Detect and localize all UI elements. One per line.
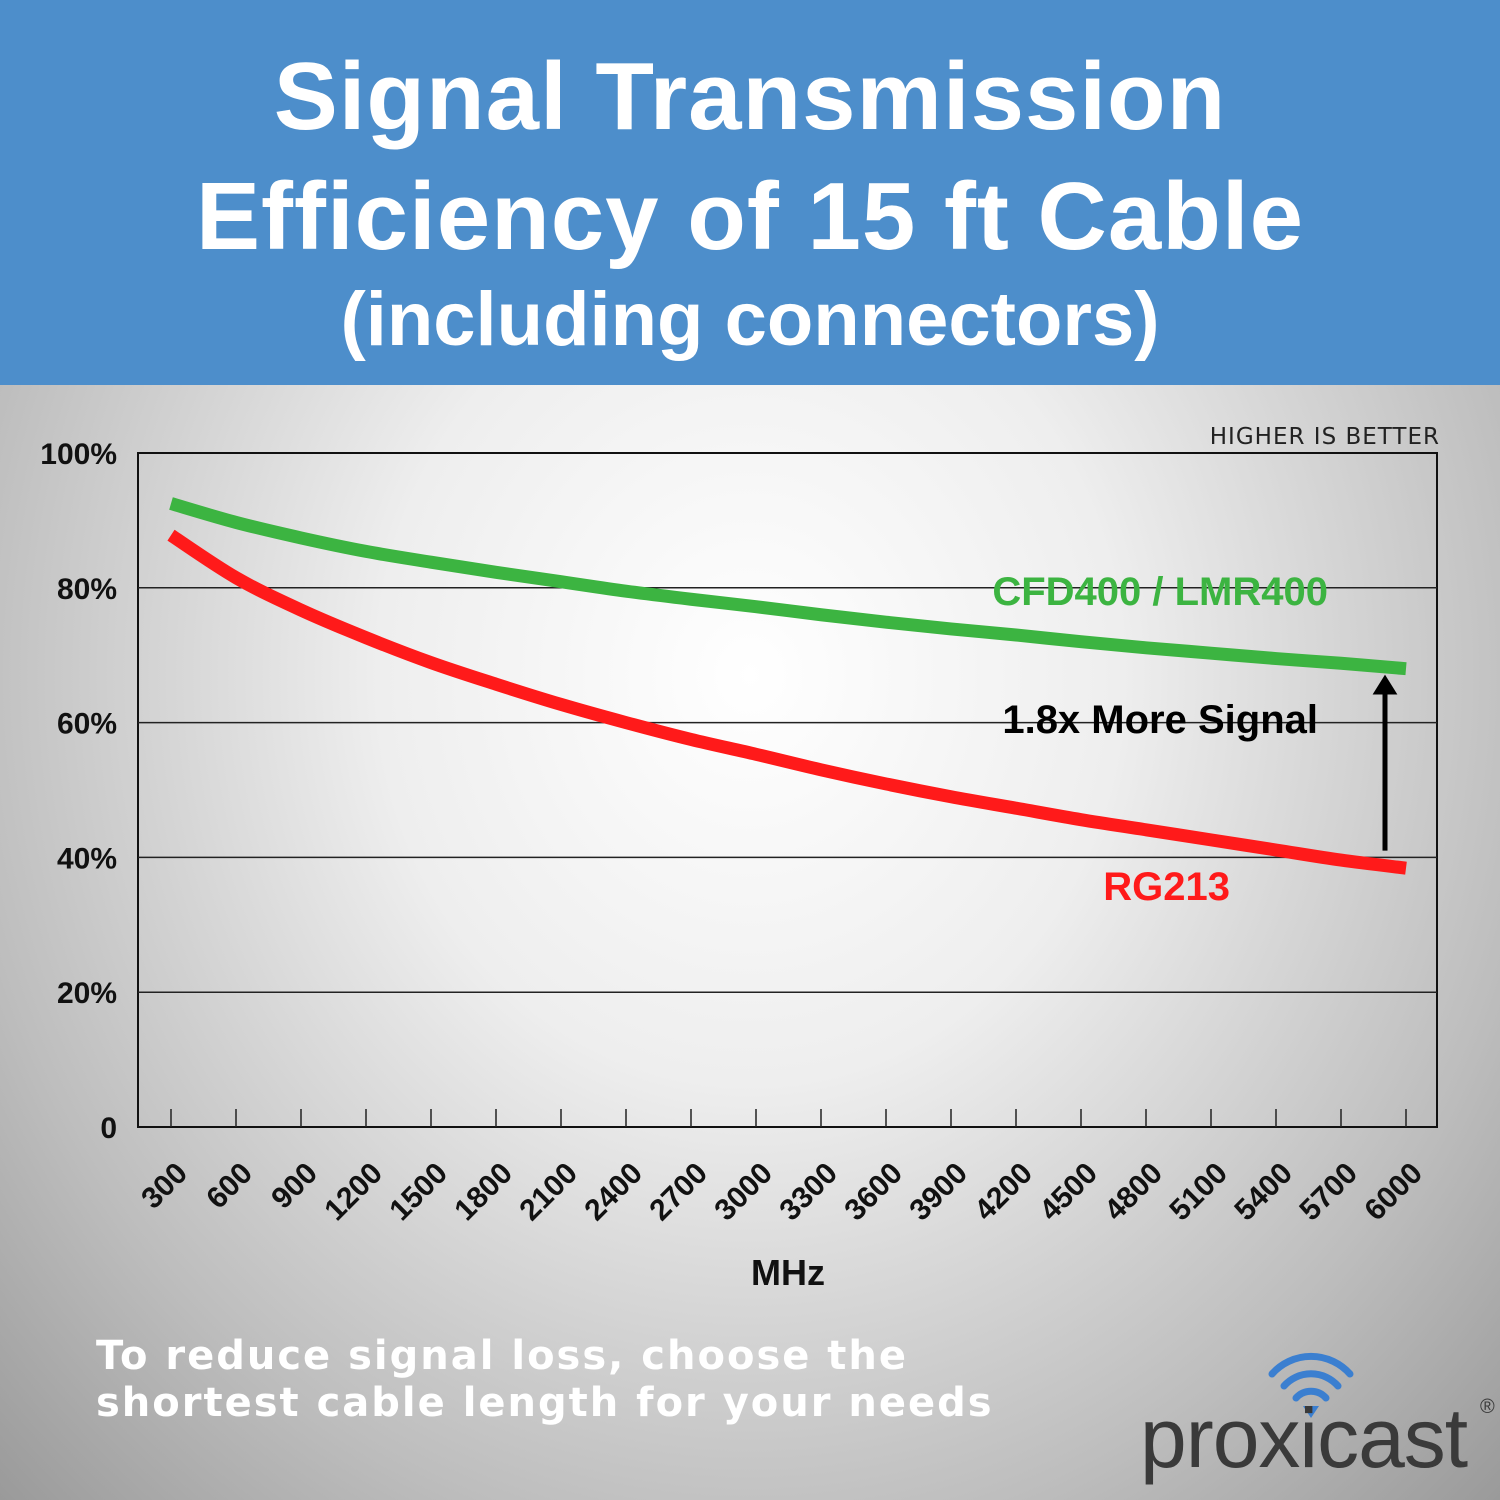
x-tick-label: 2400 (578, 1157, 649, 1228)
footer-note-line-2: shortest cable length for your needs (96, 1380, 994, 1426)
x-tick-label: 6000 (1358, 1157, 1429, 1228)
x-tick-label: 900 (265, 1157, 324, 1216)
y-tick-label: 80% (57, 573, 117, 606)
title-line-3: (including connectors) (340, 277, 1160, 362)
x-tick-label: 4800 (1098, 1157, 1169, 1228)
annotation-text: 1.8x More Signal (1002, 698, 1318, 742)
series-label-cfd400-lmr400: CFD400 / LMR400 (992, 570, 1328, 614)
x-tick-label: 4200 (968, 1157, 1039, 1228)
y-tick-label: 20% (57, 977, 117, 1010)
x-tick-label: 1500 (383, 1157, 454, 1228)
x-axis-label: MHz (751, 1252, 825, 1293)
x-tick-label: 3300 (773, 1157, 844, 1228)
wifi-signal-icon (1268, 1352, 1354, 1418)
x-tick-label: 3900 (903, 1157, 974, 1228)
registered-mark: ® (1480, 1396, 1495, 1418)
footer-note: To reduce signal loss, choose the shorte… (96, 1333, 996, 1427)
y-tick-label: 100% (40, 438, 117, 471)
logo-wordmark: proxicast (1140, 1391, 1468, 1485)
higher-is-better-note: HIGHER IS BETTER (1210, 424, 1440, 450)
series-line-rg213 (167, 529, 1407, 875)
x-tick-label: 2700 (643, 1157, 714, 1228)
title-banner: Signal Transmission Efficiency of 15 ft … (0, 0, 1500, 385)
x-tick-label: 5100 (1163, 1157, 1234, 1228)
x-tick-label: 5700 (1293, 1157, 1364, 1228)
title-line-1: Signal Transmission (273, 43, 1227, 150)
efficiency-chart: 0 20% 40% 60% 80% 100% 300 600 90012001500180021… (40, 424, 1440, 1293)
title-line-2: Efficiency of 15 ft Cable (196, 163, 1304, 270)
series-line-cfd400-lmr400 (169, 497, 1407, 676)
x-tick-label: 4500 (1033, 1157, 1104, 1228)
x-tick-label: 5400 (1228, 1157, 1299, 1228)
x-tick-label: 300 (135, 1157, 194, 1216)
plot-frame (137, 452, 1438, 1128)
x-tick-label: 3000 (708, 1157, 779, 1228)
x-tick-label: 1800 (448, 1157, 519, 1228)
y-tick-label: 60% (57, 708, 117, 741)
x-tick-label: 600 (200, 1157, 259, 1216)
y-tick-label: 40% (57, 842, 117, 875)
y-tick-label: 0 (100, 1112, 117, 1145)
x-tick-label: 3600 (838, 1157, 909, 1228)
x-tick-label: 1200 (318, 1157, 389, 1228)
footer-note-line-1: To reduce signal loss, choose the (96, 1333, 909, 1379)
series-label-rg213: RG213 (1103, 865, 1230, 909)
proxicast-logo: proxicast ® (1140, 1352, 1500, 1492)
x-tick-label: 2100 (513, 1157, 584, 1228)
